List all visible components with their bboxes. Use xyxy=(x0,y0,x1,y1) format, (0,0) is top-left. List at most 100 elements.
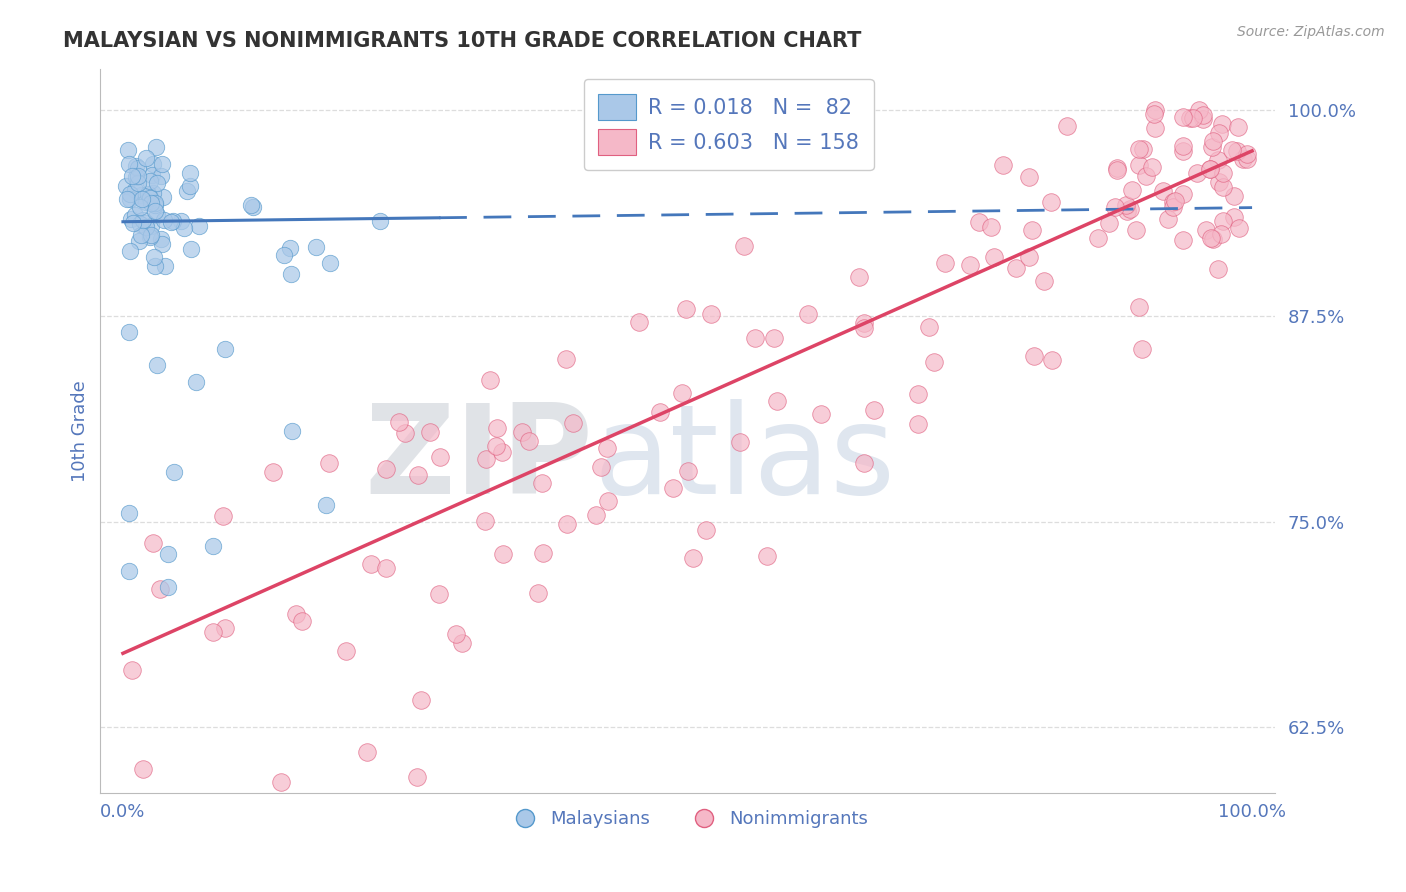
Point xyxy=(1199,161,1222,176)
Point xyxy=(142,535,165,549)
Point xyxy=(991,158,1014,172)
Point xyxy=(675,302,697,317)
Point xyxy=(1140,160,1163,174)
Point xyxy=(179,179,201,194)
Point xyxy=(852,316,875,330)
Point xyxy=(176,184,198,198)
Point xyxy=(595,441,617,455)
Point xyxy=(1143,120,1166,135)
Point xyxy=(1173,144,1195,158)
Point xyxy=(405,770,427,784)
Point xyxy=(135,216,157,230)
Point xyxy=(1116,203,1139,218)
Point xyxy=(526,586,548,600)
Point xyxy=(1021,223,1043,237)
Point xyxy=(907,417,929,431)
Point xyxy=(315,498,337,512)
Point xyxy=(429,450,451,465)
Point xyxy=(1171,111,1194,125)
Point xyxy=(121,169,143,184)
Y-axis label: 10th Grade: 10th Grade xyxy=(72,380,89,482)
Point xyxy=(1121,183,1143,197)
Point xyxy=(115,179,138,194)
Point xyxy=(1208,153,1230,167)
Point xyxy=(335,644,357,658)
Point xyxy=(1202,231,1225,245)
Point xyxy=(117,506,139,520)
Point xyxy=(117,143,139,157)
Point xyxy=(628,315,651,329)
Point xyxy=(406,468,429,483)
Point xyxy=(1192,112,1215,127)
Point xyxy=(1223,210,1246,224)
Point xyxy=(1171,234,1194,248)
Point xyxy=(1115,198,1137,212)
Point xyxy=(485,439,508,453)
Point xyxy=(281,424,304,438)
Point xyxy=(1202,134,1225,148)
Point xyxy=(146,358,169,372)
Point xyxy=(127,161,149,175)
Point xyxy=(124,169,146,184)
Point xyxy=(479,373,502,387)
Point xyxy=(585,508,607,522)
Point xyxy=(121,664,143,678)
Point xyxy=(278,241,301,255)
Point xyxy=(170,213,193,227)
Point xyxy=(356,745,378,759)
Point xyxy=(118,192,141,206)
Point xyxy=(763,331,786,345)
Point xyxy=(1144,103,1167,117)
Point xyxy=(1232,152,1254,166)
Point xyxy=(419,425,441,439)
Point xyxy=(142,156,165,170)
Legend: Malaysians, Nonimmigrants: Malaysians, Nonimmigrants xyxy=(499,803,876,835)
Point xyxy=(531,546,554,560)
Point xyxy=(591,460,613,475)
Point xyxy=(1171,187,1194,202)
Point xyxy=(682,550,704,565)
Point xyxy=(127,169,149,183)
Point xyxy=(1005,260,1028,275)
Point xyxy=(157,581,180,595)
Point xyxy=(145,140,167,154)
Point xyxy=(700,307,723,321)
Point xyxy=(1152,184,1174,198)
Point xyxy=(980,219,1002,234)
Point xyxy=(120,212,142,227)
Point xyxy=(492,547,515,561)
Point xyxy=(1132,142,1154,156)
Point xyxy=(1206,261,1229,276)
Point xyxy=(598,494,620,508)
Point xyxy=(1056,120,1078,134)
Point xyxy=(853,321,876,335)
Point xyxy=(797,307,820,321)
Point xyxy=(744,331,766,345)
Point xyxy=(848,270,870,285)
Point xyxy=(149,582,172,596)
Point xyxy=(125,160,148,174)
Point xyxy=(1107,162,1129,177)
Point xyxy=(139,219,162,234)
Text: atlas: atlas xyxy=(593,400,896,520)
Point xyxy=(118,156,141,170)
Point xyxy=(853,456,876,470)
Point xyxy=(117,325,139,339)
Point xyxy=(150,236,173,251)
Point xyxy=(1208,127,1230,141)
Point xyxy=(155,259,177,273)
Point xyxy=(143,203,166,218)
Point xyxy=(555,517,578,532)
Point xyxy=(120,244,142,258)
Point xyxy=(450,635,472,649)
Point xyxy=(1212,166,1234,180)
Point xyxy=(131,192,153,206)
Point xyxy=(1192,108,1215,122)
Point xyxy=(141,168,163,182)
Point xyxy=(1040,194,1063,209)
Point xyxy=(1212,214,1234,228)
Point xyxy=(1188,103,1211,117)
Point xyxy=(446,627,468,641)
Point xyxy=(214,342,236,356)
Point xyxy=(135,194,157,209)
